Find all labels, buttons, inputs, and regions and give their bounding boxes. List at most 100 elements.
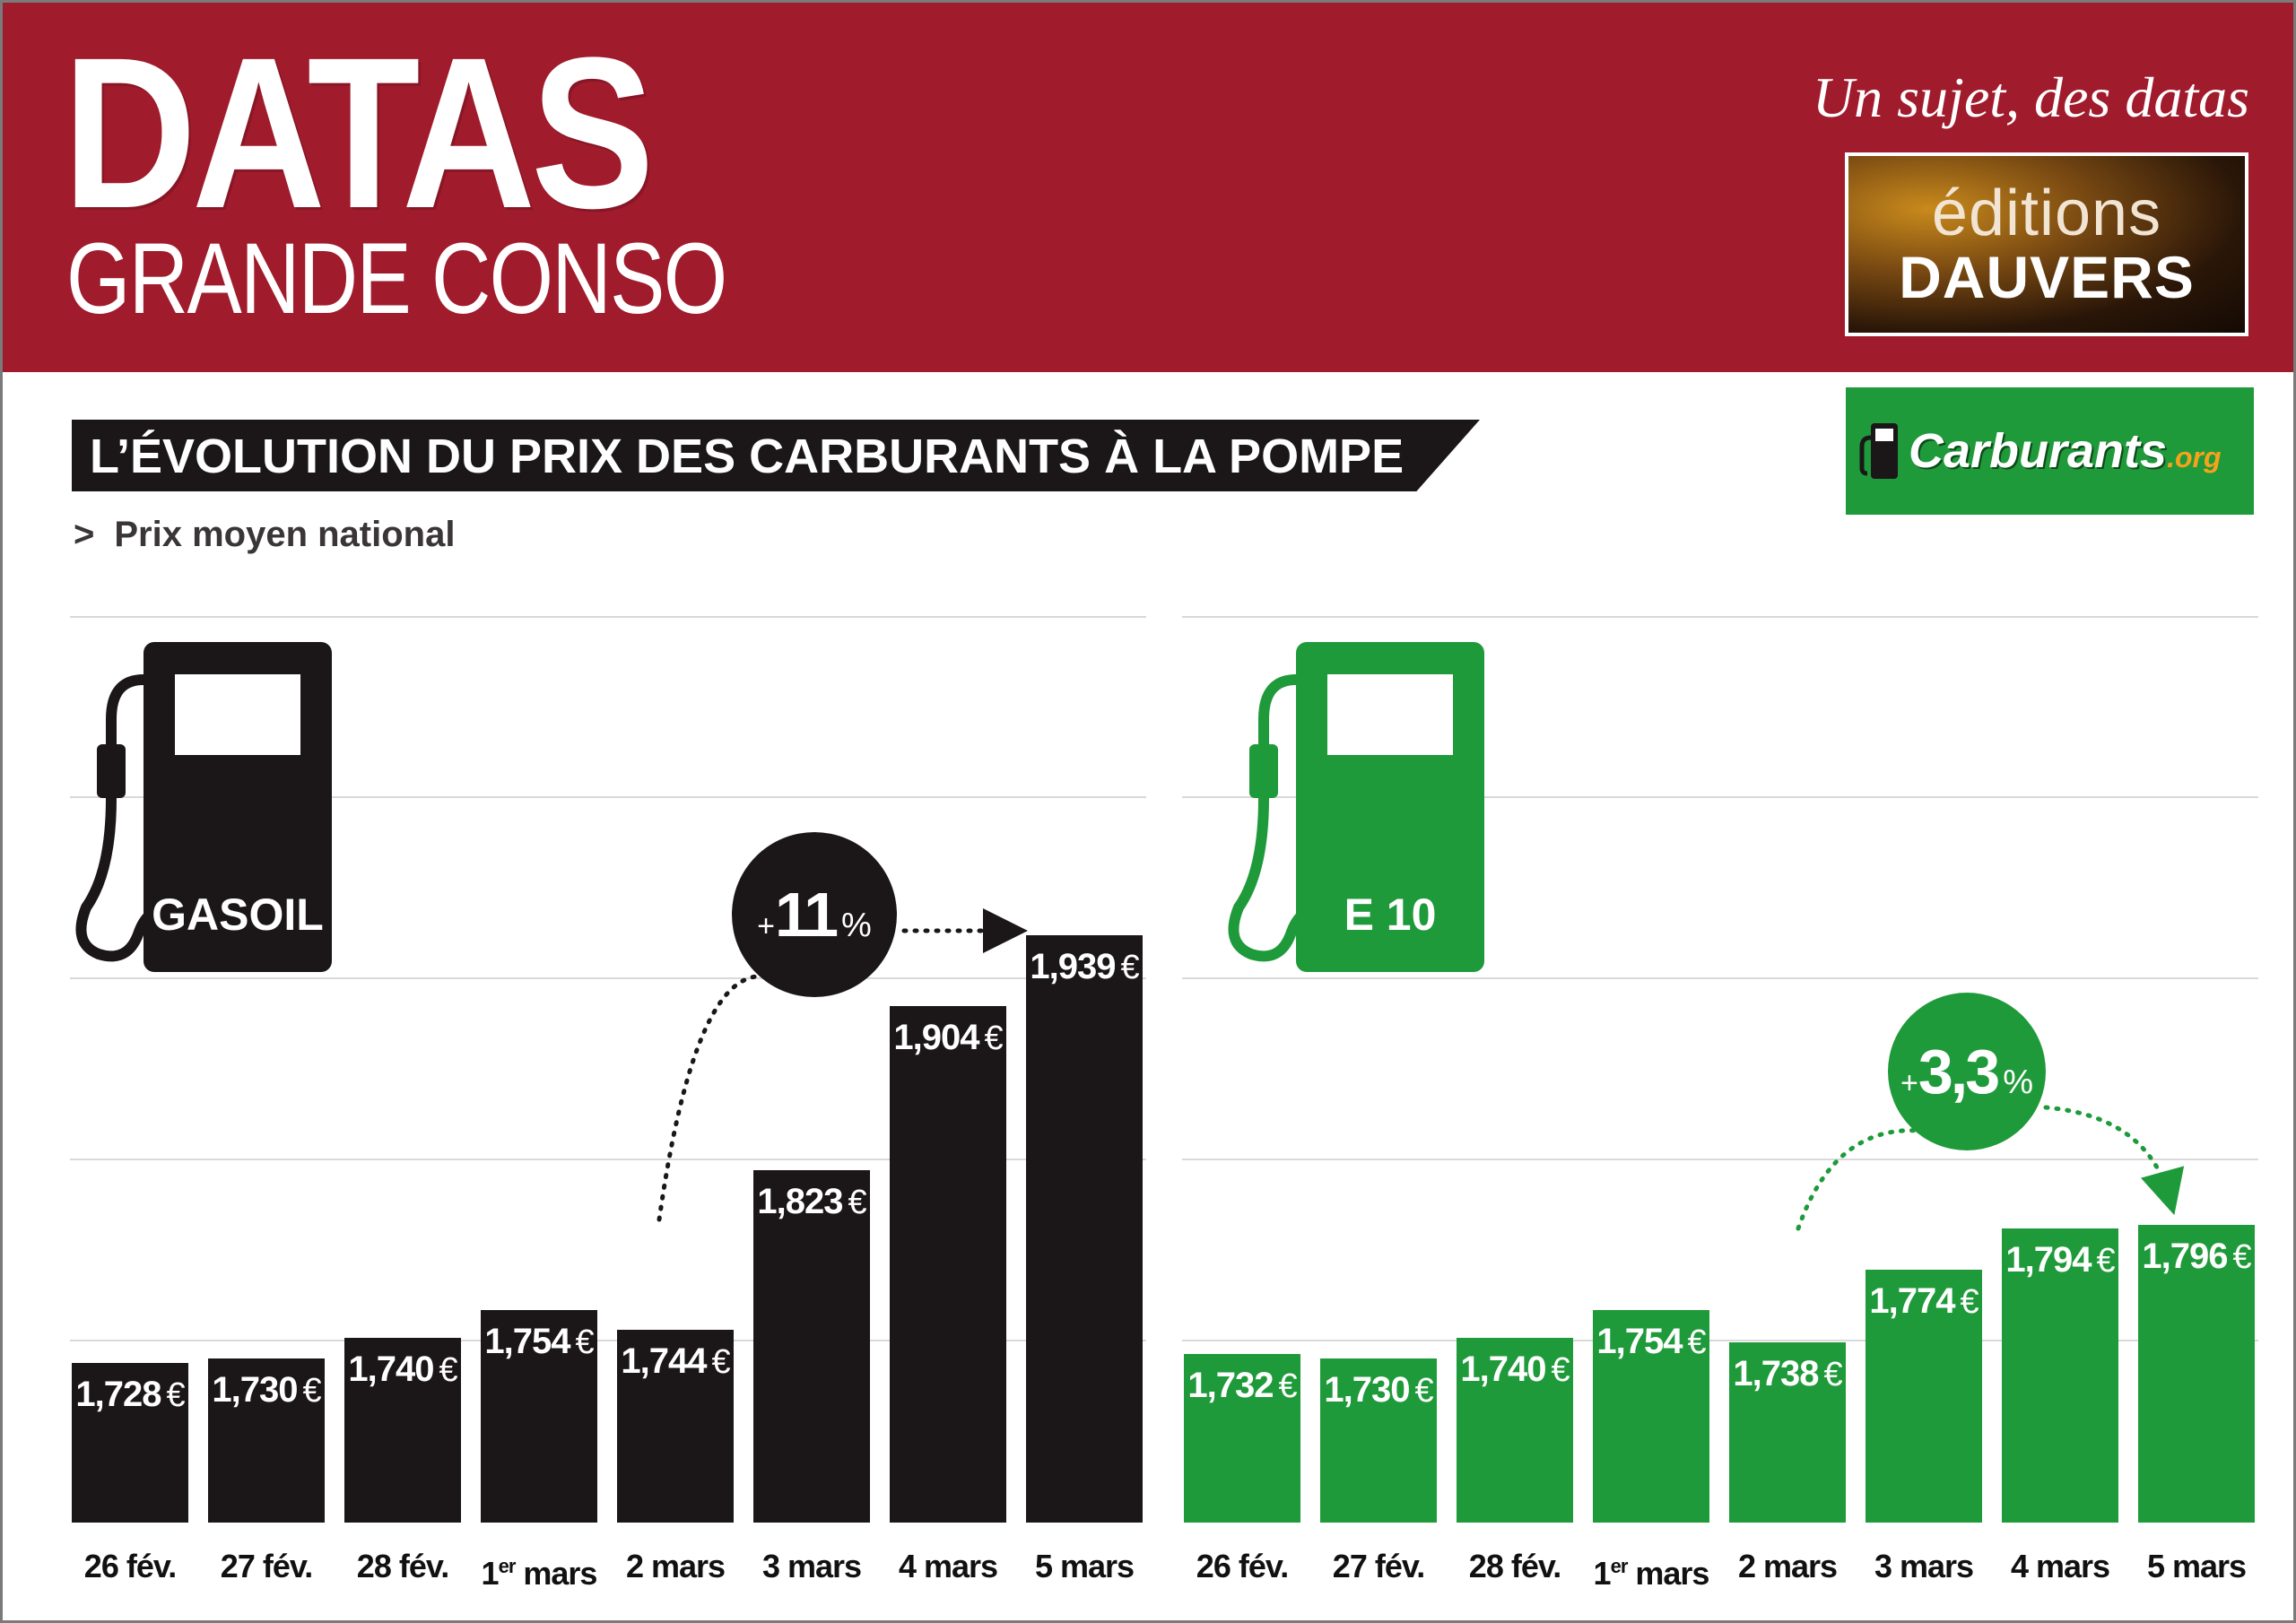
x-tick-label: 27 fév. (1332, 1548, 1425, 1584)
fuel-pump-icon (1859, 423, 1898, 479)
title-banner (72, 420, 1480, 491)
x-tick-label: 1er mars (1593, 1555, 1710, 1592)
carburants-name: Carburants (1909, 424, 2168, 478)
grid-line (1182, 977, 2258, 979)
bar: 1,738 € (1729, 1341, 1846, 1523)
e10-pump-icon (1228, 642, 1484, 972)
pump-label: GASOIL (152, 890, 324, 940)
data-label: 1,728 € (72, 1372, 188, 1418)
x-tick-label: 4 mars (2010, 1548, 2110, 1584)
bar: 1,774 € (1866, 1269, 1982, 1523)
x-tick-label: 27 fév. (220, 1548, 313, 1584)
data-label: 1,796 € (2138, 1234, 2255, 1280)
grid-line (70, 1159, 1146, 1160)
x-tick-label: 28 fév. (356, 1548, 449, 1584)
grid-line (70, 977, 1146, 979)
grid-line (1182, 1159, 2258, 1160)
ordinal-suffix: er (498, 1555, 517, 1577)
data-label: 1,754 € (1593, 1319, 1709, 1365)
data-label: 1,904 € (890, 1015, 1006, 1061)
data-label: 1,754 € (481, 1319, 597, 1365)
chart-subtitle: > Prix moyen national (74, 508, 455, 561)
grid-line (70, 796, 1146, 798)
annotation-arrow-in (657, 974, 768, 1222)
chart-title: L’ÉVOLUTION DU PRIX DES CARBURANTS À LA … (90, 430, 1405, 483)
grid-line (1182, 796, 2258, 798)
data-label-value: 1,754 (484, 1321, 570, 1361)
data-label: 1,774 € (1866, 1279, 1982, 1324)
data-label-value: 1,730 (1324, 1370, 1410, 1410)
subtitle-arrow: > (74, 515, 95, 554)
bar: 1,740 € (344, 1338, 461, 1523)
data-label-unit: € (2096, 1242, 2115, 1280)
grid-line (70, 616, 1146, 618)
data-label-unit: € (711, 1343, 730, 1382)
data-label: 1,740 € (1457, 1347, 1573, 1393)
x-tick-label: 28 fév. (1468, 1548, 1561, 1584)
x-tick-label: 3 mars (761, 1548, 862, 1584)
grid-line (70, 1340, 1146, 1341)
subtitle-text: Prix moyen national (114, 515, 456, 554)
ordinal-suffix: er (1610, 1555, 1629, 1577)
data-label-value: 1,728 (75, 1374, 161, 1414)
data-label: 1,738 € (1729, 1351, 1846, 1397)
data-label-unit: € (575, 1323, 594, 1361)
bar: 1,794 € (2002, 1228, 2118, 1523)
data-label: 1,730 € (208, 1367, 325, 1413)
carburants-suffix: .org (2167, 441, 2222, 473)
carburants-logo-text: Carburants.org (1909, 420, 2222, 489)
publisher-line1: éditions (1931, 178, 2162, 249)
data-label-value: 1,774 (1869, 1280, 1955, 1321)
publisher-line2: DAUVERS (1899, 244, 2195, 310)
data-label-value: 1,794 (2005, 1240, 2092, 1280)
badge-sign: + (757, 909, 776, 943)
grid-line (1182, 616, 2258, 618)
x-tick-label: 4 mars (898, 1548, 998, 1584)
percent-change-badge: +3,3% (1888, 993, 2046, 1150)
badge-value: 11 (775, 880, 839, 950)
carburants-org-logo: Carburants.org (1846, 387, 2254, 515)
bar: 1,754 € (1593, 1309, 1709, 1523)
data-label-unit: € (439, 1351, 457, 1390)
data-label-unit: € (1960, 1282, 1979, 1321)
bar: 1,939 € (1026, 934, 1143, 1523)
data-label-unit: € (1120, 948, 1139, 986)
data-label-unit: € (302, 1372, 321, 1410)
bar: 1,744 € (617, 1330, 734, 1523)
data-label: 1,740 € (344, 1347, 461, 1393)
data-label-value: 1,738 (1733, 1353, 1819, 1393)
x-tick-label: 2 mars (1737, 1548, 1838, 1584)
gasoil-pump-icon (75, 642, 332, 972)
data-label-unit: € (1687, 1323, 1706, 1361)
grid-line (1182, 1340, 2258, 1341)
brand-title: DATAS (63, 13, 655, 253)
x-tick-label: 26 fév. (1196, 1548, 1289, 1584)
data-label-value: 1,904 (893, 1017, 979, 1057)
data-label-unit: € (2232, 1237, 2251, 1276)
bar: 1,796 € (2138, 1224, 2255, 1523)
tagline: Un sujet, des datas (1812, 65, 2249, 129)
data-label-value: 1,730 (212, 1370, 298, 1410)
data-label-unit: € (166, 1376, 185, 1414)
data-label-unit: € (1551, 1351, 1570, 1390)
x-tick-label: 5 mars (1034, 1548, 1135, 1584)
annotation-arrow-out (2043, 1105, 2185, 1216)
bar: 1,730 € (208, 1358, 325, 1523)
data-label: 1,939 € (1026, 944, 1143, 990)
brand-subtitle: GRANDE CONSO (66, 222, 727, 334)
data-label-value: 1,744 (621, 1341, 707, 1382)
data-label-unit: € (1414, 1372, 1433, 1410)
data-label-value: 1,823 (757, 1181, 843, 1221)
bar: 1,754 € (481, 1309, 597, 1523)
x-tick-label: 26 fév. (83, 1548, 177, 1584)
badge-unit: % (841, 907, 872, 944)
data-label: 1,744 € (617, 1339, 734, 1384)
bar: 1,732 € (1184, 1354, 1300, 1523)
x-tick-label: 2 mars (625, 1548, 726, 1584)
bar: 1,728 € (72, 1362, 188, 1523)
data-label: 1,732 € (1184, 1363, 1300, 1409)
x-tick-label: 1er mars (481, 1555, 598, 1592)
badge-sign: + (1900, 1066, 1918, 1100)
data-label-unit: € (1823, 1355, 1842, 1393)
